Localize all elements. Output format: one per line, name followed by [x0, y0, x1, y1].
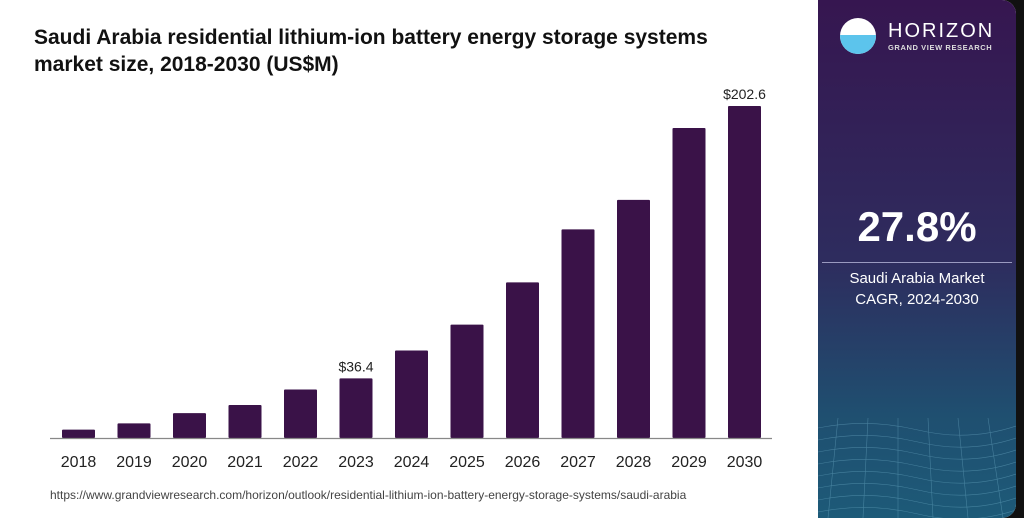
- x-tick-label: 2027: [560, 454, 596, 471]
- x-tick-label: 2020: [172, 454, 208, 471]
- bar-2030: [728, 106, 761, 438]
- x-tick-label: 2021: [227, 454, 263, 471]
- logo-subtitle: GRAND VIEW RESEARCH: [888, 42, 993, 52]
- chart-title: Saudi Arabia residential lithium-ion bat…: [34, 26, 708, 76]
- bar-2019: [117, 423, 151, 438]
- divider: [822, 262, 1012, 263]
- bar-2029: [672, 127, 706, 438]
- bar-2028: [617, 199, 650, 438]
- x-tick-label: 2029: [671, 454, 707, 471]
- x-tick-label: 2024: [394, 454, 430, 471]
- x-tick-label: 2022: [283, 454, 319, 471]
- data-label: $36.4: [338, 358, 373, 374]
- data-label: $202.6: [723, 86, 766, 102]
- horizon-logo-icon: [840, 18, 876, 54]
- bar-2025: [450, 324, 484, 438]
- cagr-label: Saudi Arabia Market CAGR, 2024-2030: [818, 268, 1016, 310]
- x-tick-label: 2018: [61, 454, 97, 471]
- bar-2021: [228, 405, 262, 438]
- x-tick-label: 2019: [116, 454, 152, 471]
- x-tick-label: 2028: [616, 454, 652, 471]
- bar-2023: [339, 378, 373, 438]
- x-tick-label: 2026: [505, 454, 541, 471]
- bar-2018: [62, 429, 95, 438]
- bar-2026: [506, 282, 539, 438]
- bar-chart: 2018 2019 2020 2021 2022 2023 $36.4 2024 2025 202…: [50, 86, 772, 471]
- horizon-logo: HORIZON GRAND VIEW RESEARCH: [840, 18, 994, 54]
- bar-2027: [561, 229, 595, 438]
- bar-2024: [395, 350, 428, 438]
- wave-pattern: [818, 418, 1016, 518]
- bar-2022: [284, 389, 317, 438]
- x-tick-label: 2025: [449, 454, 485, 471]
- cagr-label-line2: CAGR, 2024-2030: [855, 291, 979, 308]
- logo-name: HORIZON: [888, 19, 995, 42]
- x-tick-label: 2030: [727, 454, 763, 471]
- source-url[interactable]: https://www.grandviewresearch.com/horizo…: [50, 488, 687, 502]
- cagr-label-line1: Saudi Arabia Market: [849, 270, 985, 287]
- cagr-value: 27.8%: [857, 203, 977, 250]
- x-tick-label: 2023: [338, 454, 374, 471]
- side-panel: HORIZON GRAND VIEW RESEARCH 27.8% Saudi …: [818, 0, 1016, 518]
- bar-2020: [173, 413, 206, 438]
